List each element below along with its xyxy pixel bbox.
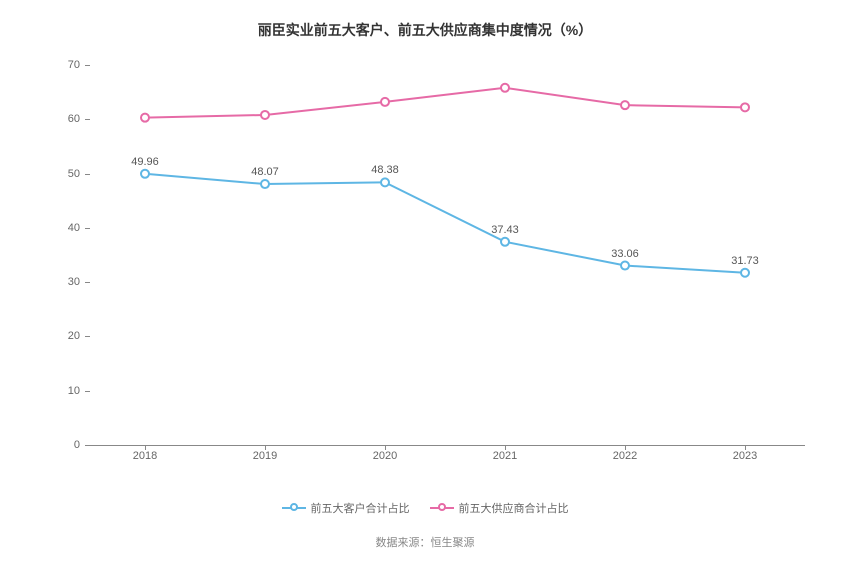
y-axis-label: 70: [50, 59, 80, 71]
legend-label: 前五大客户合计占比: [311, 500, 410, 516]
x-axis-label: 2020: [373, 450, 397, 462]
y-axis-label: 10: [50, 385, 80, 397]
series-marker: [141, 114, 149, 122]
legend-marker-icon: [290, 503, 298, 511]
series-line: [145, 174, 745, 273]
x-tick: [385, 445, 386, 450]
series-marker: [621, 101, 629, 109]
x-axis-baseline: [85, 445, 805, 446]
legend-item: 前五大供应商合计占比: [430, 500, 569, 516]
chart-area: 0 10 20 30 40 50 60 70 2018 2019 2020 2021 2022 2023 4…: [30, 55, 820, 475]
y-tick: [85, 282, 90, 283]
series-marker: [261, 111, 269, 119]
y-tick: [85, 391, 90, 392]
x-tick: [745, 445, 746, 450]
legend-line-icon: [282, 507, 306, 509]
y-axis-label: 0: [50, 439, 80, 451]
series-marker: [501, 84, 509, 92]
legend-marker-icon: [438, 503, 446, 511]
y-tick: [85, 65, 90, 66]
x-tick: [145, 445, 146, 450]
data-point-label: 37.43: [491, 224, 519, 236]
x-axis-label: 2022: [613, 450, 637, 462]
x-axis-label: 2018: [133, 450, 157, 462]
chart-title: 丽臣实业前五大客户、前五大供应商集中度情况（%）: [30, 20, 820, 40]
data-source: 数据来源：恒生聚源: [30, 534, 820, 550]
data-point-label: 48.07: [251, 166, 279, 178]
legend: 前五大客户合计占比 前五大供应商合计占比: [30, 500, 820, 516]
y-tick: [85, 336, 90, 337]
y-axis-label: 20: [50, 330, 80, 342]
data-point-label: 33.06: [611, 248, 639, 260]
series-marker: [141, 170, 149, 178]
series-line: [145, 88, 745, 118]
x-tick: [505, 445, 506, 450]
legend-item: 前五大客户合计占比: [282, 500, 410, 516]
series-marker: [621, 262, 629, 270]
series-marker: [501, 238, 509, 246]
y-axis-label: 60: [50, 113, 80, 125]
plot-region: [85, 65, 805, 445]
y-axis-label: 50: [50, 168, 80, 180]
source-text: 恒生聚源: [431, 537, 475, 549]
series-marker: [381, 98, 389, 106]
y-tick: [85, 228, 90, 229]
y-tick: [85, 174, 90, 175]
plot-svg: [85, 65, 805, 445]
data-point-label: 49.96: [131, 156, 159, 168]
x-tick: [265, 445, 266, 450]
series-marker: [261, 180, 269, 188]
series-marker: [741, 269, 749, 277]
y-tick: [85, 119, 90, 120]
series-marker: [741, 103, 749, 111]
x-axis-label: 2019: [253, 450, 277, 462]
legend-label: 前五大供应商合计占比: [459, 500, 569, 516]
x-axis-label: 2023: [733, 450, 757, 462]
legend-line-icon: [430, 507, 454, 509]
x-tick: [625, 445, 626, 450]
y-axis-label: 40: [50, 222, 80, 234]
data-point-label: 48.38: [371, 164, 399, 176]
series-marker: [381, 178, 389, 186]
x-axis-label: 2021: [493, 450, 517, 462]
data-point-label: 31.73: [731, 255, 759, 267]
y-axis-label: 30: [50, 276, 80, 288]
source-prefix: 数据来源：: [376, 537, 431, 549]
